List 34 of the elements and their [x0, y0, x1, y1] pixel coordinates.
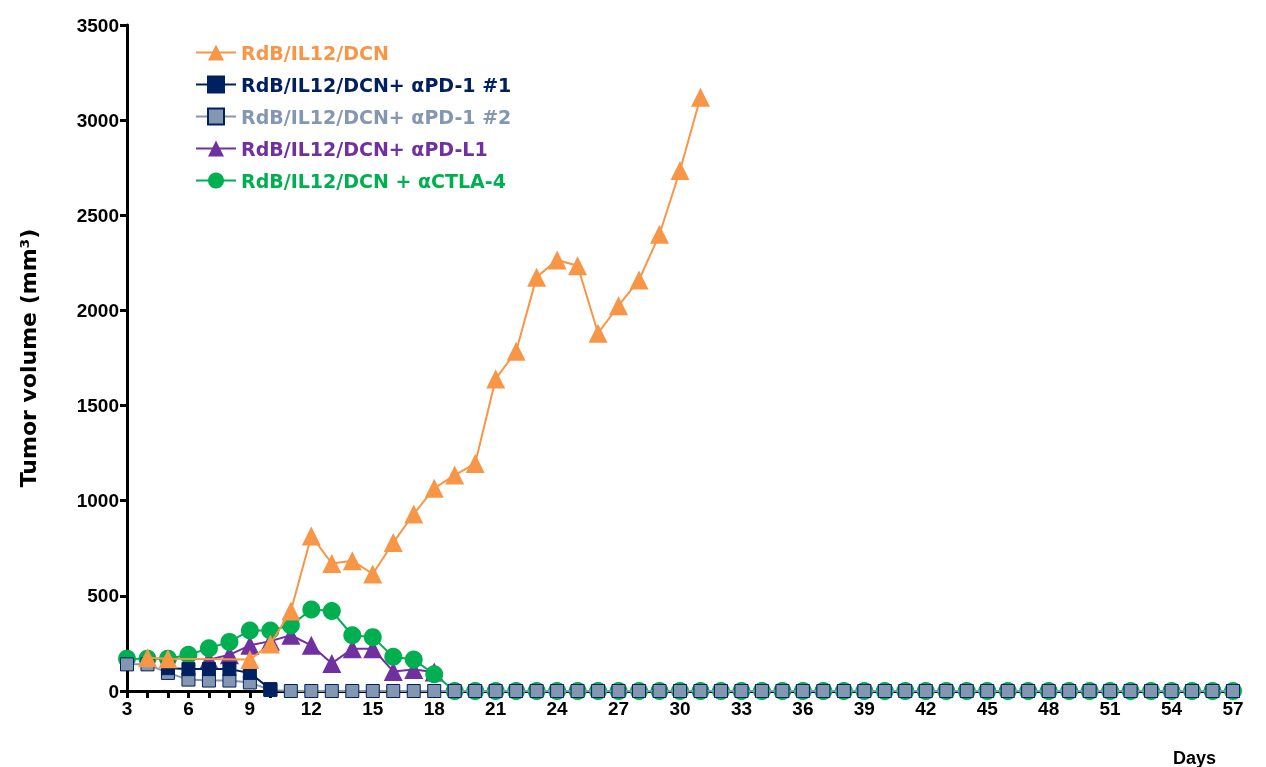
x-tick-label: 30 [669, 698, 691, 719]
x-tick-label: 6 [183, 698, 194, 719]
y-tick-label: 500 [87, 585, 119, 607]
x-tick-label: 15 [362, 698, 384, 719]
x-tick-label: 42 [915, 698, 937, 719]
x-tick-label: 57 [1222, 698, 1244, 719]
y-tick-label: 1000 [76, 490, 119, 512]
x-tick-label: 36 [792, 698, 814, 719]
legend-label: RdB/IL12/DCN + αCTLA-4 [241, 169, 506, 192]
y-tick-label: 3000 [76, 109, 119, 131]
x-tick-label: 39 [853, 698, 875, 719]
x-tick-label: 48 [1038, 698, 1060, 719]
x-axis-title: Days [1173, 748, 1217, 767]
x-tick-label: 18 [423, 698, 445, 719]
y-tick-label: 0 [108, 680, 119, 702]
x-tick-label: 27 [607, 698, 630, 719]
x-tick-label: 54 [1160, 698, 1183, 719]
y-tick-label: 3500 [76, 14, 119, 36]
x-tick-label: 45 [976, 698, 999, 719]
legend-label: RdB/IL12/DCN+ αPD-1 #1 [241, 73, 512, 96]
y-tick-label: 2500 [76, 204, 119, 226]
y-tick-label: 1500 [76, 395, 119, 417]
y-axis-title: Tumor volume (mm³) [15, 228, 41, 488]
y-tick-label: 2000 [76, 299, 119, 321]
legend-label: RdB/IL12/DCN+ αPD-1 #2 [241, 105, 512, 128]
x-tick-label: 33 [730, 698, 753, 719]
x-tick-label: 51 [1099, 698, 1122, 719]
x-tick-label: 21 [485, 698, 507, 719]
x-tick-label: 9 [244, 698, 256, 719]
legend-label: RdB/IL12/DCN [241, 41, 389, 64]
x-tick-label: 3 [121, 698, 133, 719]
x-tick-label: 24 [546, 698, 569, 719]
legend-label: RdB/IL12/DCN+ αPD-L1 [241, 137, 488, 160]
x-tick-label: 12 [300, 698, 322, 719]
